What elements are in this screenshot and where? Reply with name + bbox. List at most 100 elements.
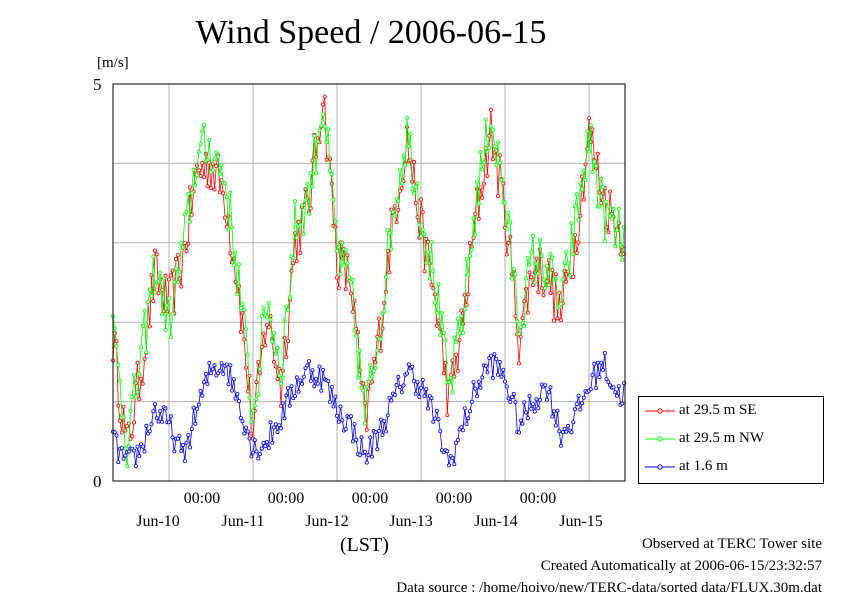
- data-point: [552, 409, 557, 414]
- data-point: [594, 163, 599, 168]
- data-point: [576, 240, 581, 245]
- data-point: [333, 394, 338, 399]
- data-point: [557, 429, 562, 434]
- data-point: [324, 140, 329, 145]
- data-point: [306, 359, 311, 364]
- x-axis-label: (LST): [340, 534, 389, 556]
- data-point: [152, 290, 157, 295]
- data-point: [348, 414, 353, 419]
- data-point: [221, 191, 226, 196]
- data-point: [334, 413, 339, 418]
- legend-item-nw: at 29.5 m NW: [639, 429, 823, 449]
- data-point: [369, 454, 374, 459]
- data-point: [296, 389, 301, 394]
- data-point: [466, 416, 471, 421]
- data-point: [327, 157, 332, 162]
- legend-swatch-low: [645, 464, 675, 470]
- data-point: [369, 374, 374, 379]
- data-point: [578, 213, 583, 218]
- data-point: [280, 401, 285, 406]
- data-point: [573, 407, 578, 412]
- data-point: [270, 339, 275, 344]
- data-point: [597, 204, 602, 209]
- data-point: [212, 363, 217, 368]
- data-point: [599, 360, 604, 365]
- data-point: [485, 370, 490, 375]
- data-point: [306, 211, 311, 216]
- data-point: [343, 287, 348, 292]
- data-point: [191, 167, 196, 172]
- data-point: [256, 359, 261, 364]
- data-point: [207, 360, 212, 365]
- data-point: [121, 415, 126, 420]
- data-point: [566, 261, 571, 266]
- data-point: [531, 283, 536, 288]
- data-point: [231, 377, 236, 382]
- data-point: [581, 197, 586, 202]
- data-point: [574, 192, 579, 197]
- data-point: [581, 168, 586, 173]
- data-point: [562, 261, 567, 266]
- data-point: [366, 452, 371, 457]
- data-point: [165, 303, 170, 308]
- y-axis-unit-label: [m/s]: [97, 55, 129, 71]
- data-point: [131, 420, 136, 425]
- data-point: [378, 417, 383, 422]
- data-point: [137, 397, 142, 402]
- data-point: [326, 127, 331, 132]
- data-point: [277, 423, 282, 428]
- data-point: [317, 128, 322, 133]
- data-point: [294, 375, 299, 380]
- data-point: [271, 331, 276, 336]
- data-point: [275, 430, 280, 435]
- data-point: [254, 449, 259, 454]
- data-point: [527, 262, 532, 267]
- data-point: [525, 416, 530, 421]
- data-point: [488, 124, 493, 129]
- data-point: [553, 423, 558, 428]
- data-point: [257, 451, 262, 456]
- data-point: [546, 283, 551, 288]
- data-point: [156, 419, 161, 424]
- data-point: [189, 427, 194, 432]
- data-point: [366, 379, 371, 384]
- data-point: [532, 409, 537, 414]
- data-point: [415, 181, 420, 186]
- data-point: [436, 417, 441, 422]
- data-point: [373, 360, 378, 365]
- data-point: [620, 401, 625, 406]
- data-point: [574, 251, 579, 256]
- data-point: [163, 406, 168, 411]
- data-point: [545, 264, 550, 269]
- data-point: [467, 241, 472, 246]
- data-point: [142, 356, 147, 361]
- data-point: [193, 183, 198, 188]
- footer-data-source: Data source : /home/hoivo/new/TERC-data/…: [396, 580, 822, 596]
- data-point: [376, 428, 381, 433]
- data-point: [166, 420, 171, 425]
- data-point: [524, 410, 529, 415]
- data-point: [186, 192, 191, 197]
- data-point: [571, 420, 576, 425]
- data-point: [252, 403, 257, 408]
- data-point: [585, 129, 590, 134]
- data-point: [182, 212, 187, 217]
- data-point: [464, 421, 469, 426]
- data-point: [198, 388, 203, 393]
- data-point: [217, 172, 222, 177]
- data-point: [210, 168, 215, 173]
- data-point: [201, 175, 206, 180]
- data-point: [334, 249, 339, 254]
- data-point: [224, 195, 229, 200]
- data-point: [509, 276, 514, 281]
- x-date-label: Jun-14: [474, 513, 518, 530]
- x-date-label: Jun-12: [305, 513, 349, 530]
- data-point: [151, 409, 156, 414]
- data-point: [131, 372, 136, 377]
- data-point: [546, 390, 551, 395]
- data-point: [543, 383, 548, 388]
- data-point: [352, 421, 357, 426]
- data-point: [397, 167, 402, 172]
- data-point: [172, 279, 177, 284]
- data-point: [595, 151, 600, 156]
